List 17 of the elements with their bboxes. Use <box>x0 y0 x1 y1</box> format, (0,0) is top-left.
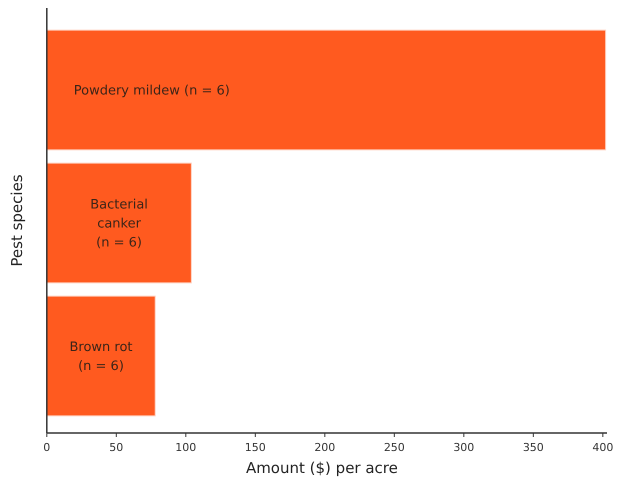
x-tick-label: 150 <box>244 441 266 454</box>
x-tick-label: 50 <box>109 441 124 454</box>
x-tick-label: 300 <box>453 441 474 454</box>
bar <box>46 296 156 416</box>
x-tick-label: 400 <box>592 441 614 454</box>
x-tick-label: 0 <box>43 441 50 454</box>
y-axis-title: Pest species <box>8 174 26 267</box>
y-tick-label: Bacterial canker (n = 6) <box>90 198 148 251</box>
bar <box>46 30 606 150</box>
y-tick-label: Brown rot (n = 6) <box>69 340 133 374</box>
x-tick-label: 100 <box>175 441 196 454</box>
y-tick-label: Powdery mildew (n = 6) <box>74 84 230 99</box>
x-tick-label: 200 <box>314 441 336 454</box>
bar <box>46 162 192 284</box>
x-axis-title: Amount ($) per acre <box>246 459 398 477</box>
x-tick-label: 250 <box>384 441 405 454</box>
x-tick-label: 350 <box>522 441 544 454</box>
